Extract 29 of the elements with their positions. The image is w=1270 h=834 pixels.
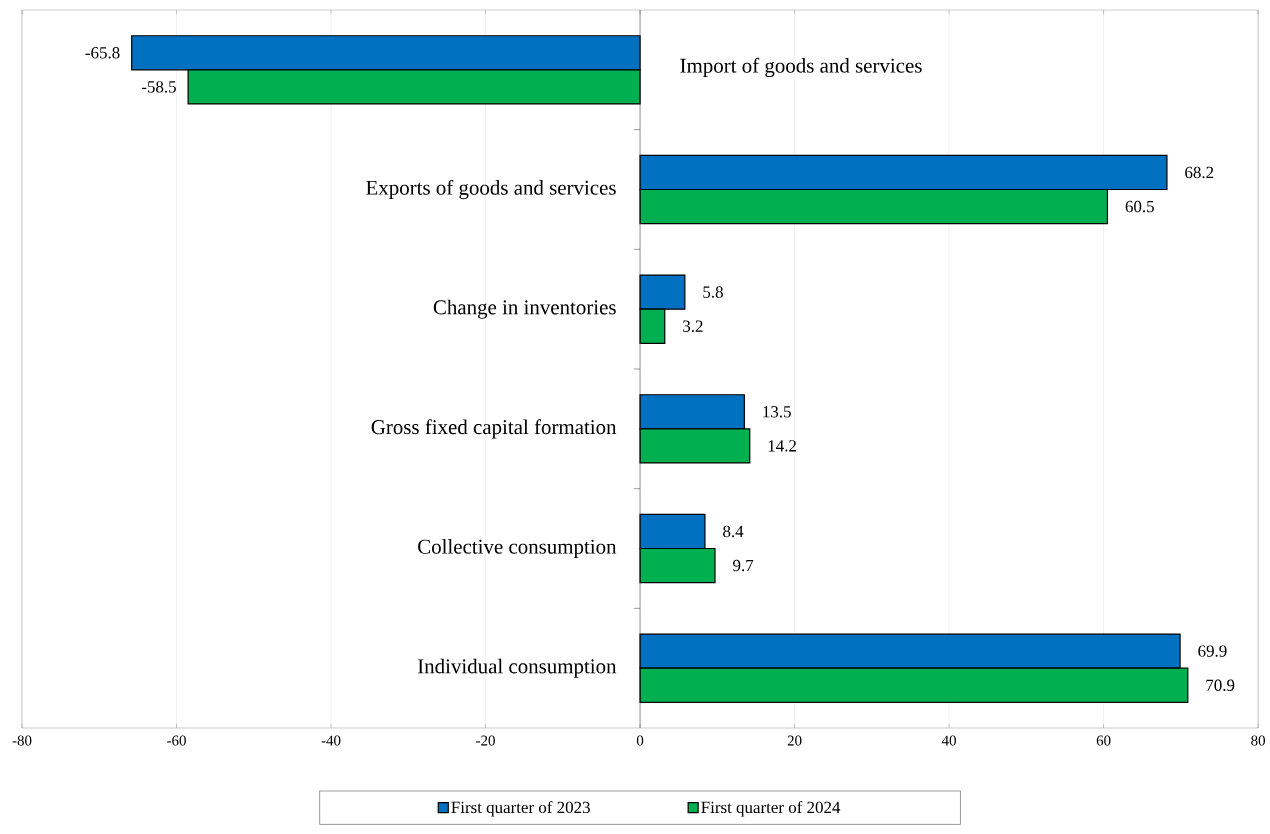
data-label: -58.5 (141, 81, 176, 93)
data-label: 69.9 (1198, 645, 1227, 657)
data-label: -65.8 (85, 47, 120, 59)
y-tick-label: Collective consumption (418, 539, 617, 558)
data-label: 5.8 (703, 286, 723, 298)
data-label: 60.5 (1125, 200, 1154, 213)
y-tick-label: Import of goods and services (680, 57, 922, 78)
legend-label: First quarter of 2024 (701, 800, 841, 817)
x-tick-label: -20 (476, 735, 495, 746)
data-label: 14.2 (768, 440, 796, 452)
y-tick-label: Gross fixed capital formation (371, 419, 617, 439)
x-tick-label: 20 (787, 735, 802, 746)
x-tick-label: 80 (1251, 735, 1266, 746)
x-tick-label: 60 (1096, 735, 1111, 746)
y-tick-label: Change in inventories (433, 299, 616, 319)
y-tick-label: Exports of goods and services (366, 179, 616, 200)
x-tick-label: 40 (941, 735, 956, 746)
legend-label: First quarter of 2023 (451, 800, 590, 817)
data-label: 13.5 (763, 406, 791, 418)
x-tick-label: -40 (321, 735, 341, 746)
y-tick-label: Individual consumption (417, 658, 617, 678)
x-tick-label: -60 (167, 735, 186, 746)
x-tick-label: -80 (12, 735, 32, 746)
data-label: 70.9 (1206, 679, 1235, 691)
x-tick-label: 0 (636, 735, 644, 746)
data-label: 3.2 (683, 320, 703, 332)
data-label: 9.7 (733, 559, 754, 572)
data-label: 8.4 (723, 525, 744, 538)
data-label: 68.2 (1185, 166, 1214, 179)
